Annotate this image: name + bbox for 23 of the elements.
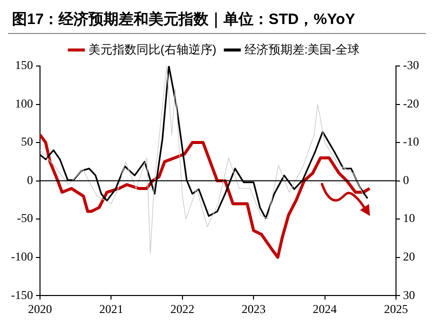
y2-tick-label: -10 <box>403 134 420 149</box>
y2-tick-label: 10 <box>403 211 416 226</box>
x-tick-label: 2022 <box>170 302 194 316</box>
y2-tick-label: 20 <box>403 249 416 264</box>
chart-title: 图17：经济预期差和美元指数｜单位：STD，%YoY <box>8 8 426 34</box>
x-tick-label: 2025 <box>384 302 408 316</box>
y-tick-label: 50 <box>20 134 33 149</box>
y2-tick-label: 30 <box>403 288 416 302</box>
y-tick-label: 100 <box>14 96 33 110</box>
y2-tick-label: -30 <box>403 58 420 72</box>
x-tick-label: 2023 <box>242 302 266 316</box>
legend-label: 美元指数同比(右轴逆序) <box>88 42 216 56</box>
legend-label: 经济预期差:美国-全球 <box>244 42 360 56</box>
y-tick-label: -50 <box>16 211 33 226</box>
y2-tick-label: -20 <box>403 96 420 110</box>
x-tick-label: 2020 <box>28 302 52 316</box>
y-tick-label: -100 <box>10 249 33 264</box>
y2-tick-label: 0 <box>403 172 410 187</box>
y-tick-label: -150 <box>10 288 33 302</box>
x-tick-label: 2021 <box>99 302 124 316</box>
y-tick-label: 150 <box>14 58 33 72</box>
y-tick-label: 0 <box>26 172 33 187</box>
x-tick-label: 2024 <box>312 302 337 316</box>
